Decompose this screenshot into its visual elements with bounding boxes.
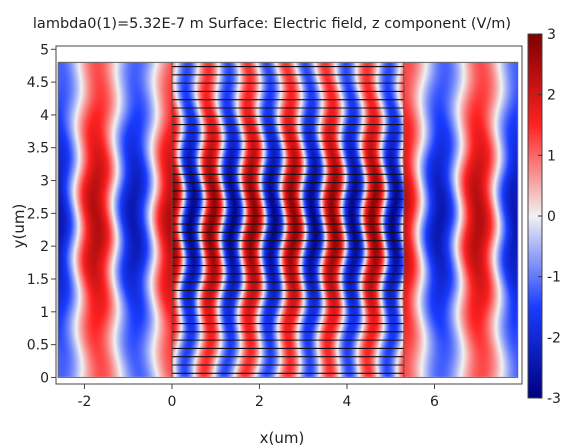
colorbar-gradient (528, 34, 542, 398)
x-tick-label: 0 (167, 394, 176, 410)
y-tick-label: 3 (40, 174, 49, 190)
x-tick-label: 4 (343, 394, 352, 410)
colorbar-tick-label: -1 (547, 270, 561, 286)
colorbar-tick-label: 1 (547, 148, 556, 164)
y-tick-label: 5 (40, 42, 49, 58)
y-tick-label: 4 (40, 108, 49, 124)
chart-title: lambda0(1)=5.32E-7 m Surface: Electric f… (33, 16, 511, 32)
plot-frame (55, 45, 523, 385)
x-axis-label: x(um) (260, 429, 305, 447)
grating-lines (171, 66, 404, 374)
y-tick-label: 3.5 (27, 141, 49, 157)
field-heatmap (56, 46, 522, 384)
x-tick-label: 2 (255, 394, 264, 410)
y-axis-label: y(um) (10, 204, 28, 249)
plot-area: -2 0 2 4 6 0 0.5 1 1.5 2 2.5 3 3.5 4 4.5 5 (27, 42, 523, 410)
y-tick-label: 2 (40, 239, 49, 255)
x-axis-ticks: -2 0 2 4 6 (77, 384, 439, 410)
colorbar-ticks: 3 2 1 0 -1 -2 -3 (538, 27, 561, 407)
y-tick-label: 4.5 (27, 75, 49, 91)
domain-outline (57, 61, 519, 378)
y-tick-label: 0 (40, 370, 49, 386)
colorbar-tick-label: 3 (547, 27, 556, 43)
colorbar-tick-label: -3 (547, 391, 561, 407)
y-tick-label: 1.5 (27, 272, 49, 288)
y-tick-label: 2.5 (27, 206, 49, 222)
region-boundaries (57, 61, 519, 378)
colorbar-tick-label: 0 (547, 209, 556, 225)
y-axis-ticks: 0 0.5 1 1.5 2 2.5 3 3.5 4 4.5 5 (27, 42, 56, 386)
colorbar-tick-label: -2 (547, 330, 561, 346)
x-tick-label: 6 (430, 394, 439, 410)
colorbar: 3 2 1 0 -1 -2 -3 (527, 27, 561, 407)
y-tick-label: 0.5 (27, 338, 49, 354)
colorbar-tick-label: 2 (547, 88, 556, 104)
y-tick-label: 1 (40, 305, 49, 321)
x-tick-label: -2 (77, 394, 91, 410)
